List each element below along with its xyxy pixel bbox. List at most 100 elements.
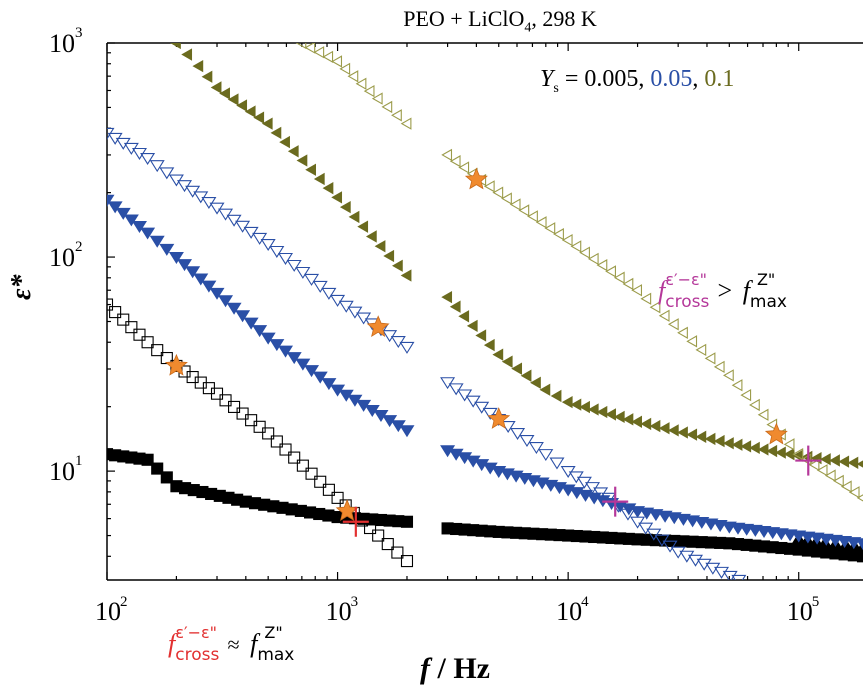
data-point: [149, 160, 165, 173]
data-point: [838, 455, 850, 468]
data-point: [848, 486, 860, 499]
ys-value-2: 0.05: [650, 66, 693, 92]
data-point: [833, 474, 844, 488]
data-point: [475, 329, 487, 342]
data-point: [704, 352, 716, 365]
data-point: [159, 167, 175, 180]
data-point: [382, 330, 398, 343]
data-point: [201, 70, 213, 83]
data-point: [518, 204, 530, 217]
y-tick-label: 10: [49, 457, 75, 486]
y-tick-exponent: 2: [75, 239, 83, 255]
data-point: [662, 540, 678, 553]
data-point: [829, 454, 840, 467]
data-point: [201, 280, 217, 293]
data-point: [749, 441, 760, 455]
data-point: [243, 226, 259, 239]
series-ys-0.1-high-f-filled: [441, 290, 863, 469]
data-point: [466, 319, 478, 333]
data-point: [253, 111, 265, 124]
series-ys-0.005-high-f-filled: [441, 522, 863, 563]
data-point: [288, 451, 301, 464]
data-point: [371, 92, 383, 105]
data-point: [296, 459, 309, 472]
data-point: [441, 290, 453, 304]
data-point: [347, 306, 363, 319]
data-point: [511, 362, 523, 375]
x-tick-exponent: 5: [812, 594, 820, 610]
data-point: [535, 216, 547, 229]
data-point: [151, 344, 164, 357]
data-point: [667, 318, 679, 331]
data-point: [713, 434, 725, 448]
data-point: [400, 555, 414, 568]
data-point: [192, 59, 204, 73]
x-tick-label: 10: [326, 597, 352, 626]
data-point: [596, 259, 608, 272]
data-point: [270, 435, 283, 448]
annotation-greater: fcrossε′−ε" > fmaxZ": [658, 270, 787, 312]
data-point: [510, 428, 526, 441]
data-point: [654, 534, 670, 547]
data-point: [605, 408, 616, 421]
series-ys-0.1-low-f-filled: [170, 43, 412, 282]
data-points: [107, 43, 863, 580]
data-point: [749, 398, 760, 412]
data-point: [295, 358, 311, 371]
data-point: [631, 284, 643, 297]
data-point: [261, 117, 273, 130]
data-point: [620, 508, 636, 521]
axis-ticks: [106, 42, 800, 580]
cross-marker: [602, 486, 629, 517]
data-point: [159, 243, 175, 256]
data-point: [286, 259, 302, 272]
x-tick-exponent: 3: [351, 594, 359, 610]
data-point: [363, 85, 375, 98]
data-point: [658, 422, 670, 435]
data-point: [483, 338, 495, 352]
data-point: [686, 335, 698, 348]
data-point: [622, 413, 634, 426]
data-point: [339, 201, 351, 214]
data-point: [570, 398, 582, 411]
tick-labels: 10 2 10 3 10 4 10 510 110 210 3: [49, 25, 819, 626]
data-point: [482, 407, 498, 420]
data-point: [338, 300, 354, 313]
data-point: [723, 437, 734, 450]
x-tick-label: 10: [787, 597, 813, 626]
data-point: [322, 483, 335, 496]
data-point: [587, 252, 599, 266]
data-point: [296, 154, 308, 167]
data-point: [305, 163, 316, 176]
data-point: [550, 389, 562, 403]
data-point: [441, 148, 453, 162]
data-point: [149, 235, 165, 248]
data-point: [561, 233, 573, 247]
series-ys-0.1-low-f-open: [295, 43, 412, 130]
overlay-markers: [164, 167, 822, 537]
data-point: [658, 309, 670, 322]
ys-symbol: Y: [540, 66, 554, 92]
data-point: [783, 438, 795, 451]
data-point: [219, 87, 230, 100]
data-point: [348, 210, 360, 224]
series-ys-0.005-low-f-open: [107, 298, 414, 568]
y-axis-label: ε*: [6, 274, 37, 300]
data-point: [483, 180, 495, 193]
data-point: [243, 317, 259, 330]
data-point: [383, 249, 395, 263]
data-point: [278, 252, 294, 265]
data-point: [704, 432, 716, 446]
data-point: [304, 273, 320, 286]
data-point: [321, 287, 337, 300]
data-point: [331, 191, 343, 204]
data-point: [151, 462, 164, 475]
data-point: [357, 220, 369, 233]
x-tick-label: 10: [556, 597, 582, 626]
x-tick-label: 10: [95, 597, 121, 626]
data-point: [304, 43, 316, 54]
data-point: [260, 332, 276, 345]
ys-value-1: = 0.005,: [558, 66, 651, 92]
data-point: [400, 117, 412, 130]
